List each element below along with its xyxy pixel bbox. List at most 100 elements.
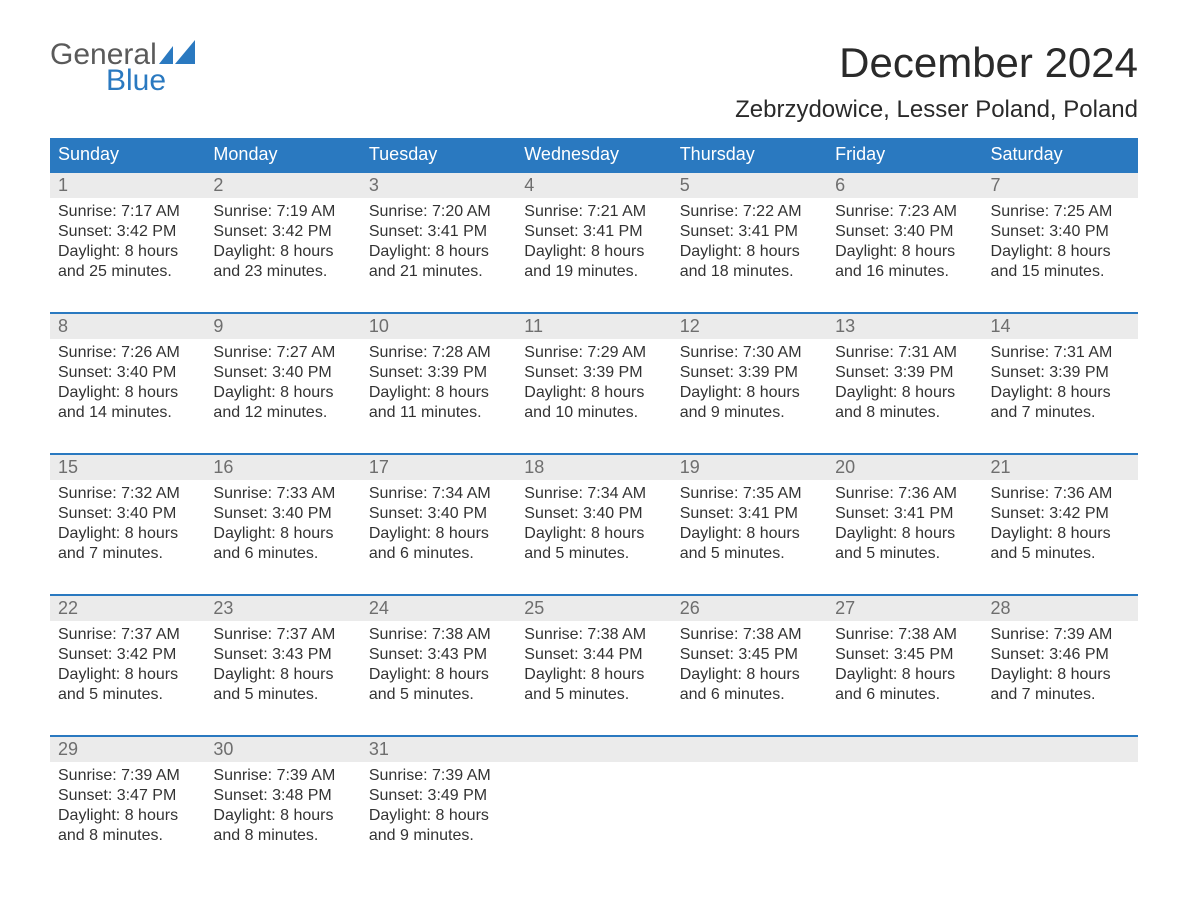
- day-number: [983, 737, 1138, 762]
- day-sunrise: Sunrise: 7:21 AM: [524, 202, 663, 222]
- day-d1: Daylight: 8 hours: [991, 242, 1130, 262]
- day-sunrise: Sunrise: 7:30 AM: [680, 343, 819, 363]
- day-sunset: Sunset: 3:42 PM: [58, 222, 197, 242]
- day-d2: and 19 minutes.: [524, 262, 663, 282]
- day-sunrise: Sunrise: 7:38 AM: [524, 625, 663, 645]
- day-number: 27: [827, 596, 982, 621]
- day-sunset: Sunset: 3:40 PM: [213, 504, 352, 524]
- day-d1: Daylight: 8 hours: [213, 242, 352, 262]
- day-cell: Sunrise: 7:20 AMSunset: 3:41 PMDaylight:…: [361, 198, 516, 294]
- day-d1: Daylight: 8 hours: [680, 665, 819, 685]
- day-number: 7: [983, 173, 1138, 198]
- day-sunrise: Sunrise: 7:38 AM: [369, 625, 508, 645]
- day-d1: Daylight: 8 hours: [524, 242, 663, 262]
- week-body-row: Sunrise: 7:32 AMSunset: 3:40 PMDaylight:…: [50, 480, 1138, 576]
- day-sunset: Sunset: 3:45 PM: [680, 645, 819, 665]
- day-d1: Daylight: 8 hours: [524, 524, 663, 544]
- title-block: December 2024 Zebrzydowice, Lesser Polan…: [735, 40, 1138, 124]
- day-d1: Daylight: 8 hours: [213, 806, 352, 826]
- day-sunset: Sunset: 3:40 PM: [835, 222, 974, 242]
- day-d2: and 25 minutes.: [58, 262, 197, 282]
- day-sunrise: Sunrise: 7:23 AM: [835, 202, 974, 222]
- day-number: 11: [516, 314, 671, 339]
- day-number: 15: [50, 455, 205, 480]
- day-sunset: Sunset: 3:41 PM: [680, 504, 819, 524]
- day-d1: Daylight: 8 hours: [213, 665, 352, 685]
- day-d1: Daylight: 8 hours: [680, 242, 819, 262]
- day-d1: Daylight: 8 hours: [835, 383, 974, 403]
- day-sunset: Sunset: 3:41 PM: [369, 222, 508, 242]
- day-sunset: Sunset: 3:42 PM: [991, 504, 1130, 524]
- day-number: 2: [205, 173, 360, 198]
- day-sunset: Sunset: 3:40 PM: [524, 504, 663, 524]
- day-cell: Sunrise: 7:22 AMSunset: 3:41 PMDaylight:…: [672, 198, 827, 294]
- dow-friday: Friday: [827, 138, 982, 173]
- day-number: 18: [516, 455, 671, 480]
- day-d1: Daylight: 8 hours: [991, 665, 1130, 685]
- day-d2: and 18 minutes.: [680, 262, 819, 282]
- day-d1: Daylight: 8 hours: [524, 665, 663, 685]
- day-d2: and 5 minutes.: [213, 685, 352, 705]
- day-sunset: Sunset: 3:40 PM: [58, 504, 197, 524]
- day-cell: Sunrise: 7:38 AMSunset: 3:45 PMDaylight:…: [827, 621, 982, 717]
- page-header: General Blue December 2024 Zebrzydowice,…: [50, 40, 1138, 124]
- day-cell: Sunrise: 7:38 AMSunset: 3:44 PMDaylight:…: [516, 621, 671, 717]
- day-d2: and 8 minutes.: [835, 403, 974, 423]
- dow-wednesday: Wednesday: [516, 138, 671, 173]
- day-number: 28: [983, 596, 1138, 621]
- day-cell: Sunrise: 7:39 AMSunset: 3:48 PMDaylight:…: [205, 762, 360, 858]
- day-cell: Sunrise: 7:32 AMSunset: 3:40 PMDaylight:…: [50, 480, 205, 576]
- day-number: [516, 737, 671, 762]
- day-sunset: Sunset: 3:39 PM: [680, 363, 819, 383]
- day-number: 23: [205, 596, 360, 621]
- day-sunrise: Sunrise: 7:31 AM: [991, 343, 1130, 363]
- day-number: 5: [672, 173, 827, 198]
- daynum-row: 1234567: [50, 173, 1138, 198]
- brand-logo: General Blue: [50, 40, 207, 96]
- week-body-row: Sunrise: 7:39 AMSunset: 3:47 PMDaylight:…: [50, 762, 1138, 858]
- day-d2: and 9 minutes.: [680, 403, 819, 423]
- day-number: 3: [361, 173, 516, 198]
- day-d1: Daylight: 8 hours: [58, 383, 197, 403]
- day-sunset: Sunset: 3:46 PM: [991, 645, 1130, 665]
- day-sunrise: Sunrise: 7:38 AM: [835, 625, 974, 645]
- day-sunrise: Sunrise: 7:32 AM: [58, 484, 197, 504]
- day-d1: Daylight: 8 hours: [369, 806, 508, 826]
- week-block: 15161718192021Sunrise: 7:32 AMSunset: 3:…: [50, 453, 1138, 576]
- day-number: 19: [672, 455, 827, 480]
- daynum-row: 891011121314: [50, 314, 1138, 339]
- day-sunset: Sunset: 3:45 PM: [835, 645, 974, 665]
- week-body-row: Sunrise: 7:26 AMSunset: 3:40 PMDaylight:…: [50, 339, 1138, 435]
- day-sunset: Sunset: 3:39 PM: [524, 363, 663, 383]
- day-sunrise: Sunrise: 7:35 AM: [680, 484, 819, 504]
- dow-sunday: Sunday: [50, 138, 205, 173]
- day-cell: Sunrise: 7:38 AMSunset: 3:43 PMDaylight:…: [361, 621, 516, 717]
- day-cell: Sunrise: 7:29 AMSunset: 3:39 PMDaylight:…: [516, 339, 671, 435]
- day-number: 20: [827, 455, 982, 480]
- day-cell: [827, 762, 982, 858]
- day-sunset: Sunset: 3:44 PM: [524, 645, 663, 665]
- day-number: 24: [361, 596, 516, 621]
- day-of-week-header: Sunday Monday Tuesday Wednesday Thursday…: [50, 138, 1138, 173]
- daynum-row: 22232425262728: [50, 596, 1138, 621]
- day-cell: Sunrise: 7:39 AMSunset: 3:46 PMDaylight:…: [983, 621, 1138, 717]
- week-block: 293031Sunrise: 7:39 AMSunset: 3:47 PMDay…: [50, 735, 1138, 858]
- day-cell: Sunrise: 7:37 AMSunset: 3:42 PMDaylight:…: [50, 621, 205, 717]
- day-sunset: Sunset: 3:40 PM: [58, 363, 197, 383]
- week-block: 22232425262728Sunrise: 7:37 AMSunset: 3:…: [50, 594, 1138, 717]
- day-d2: and 5 minutes.: [835, 544, 974, 564]
- day-sunset: Sunset: 3:40 PM: [213, 363, 352, 383]
- dow-thursday: Thursday: [672, 138, 827, 173]
- day-sunset: Sunset: 3:39 PM: [991, 363, 1130, 383]
- day-cell: Sunrise: 7:33 AMSunset: 3:40 PMDaylight:…: [205, 480, 360, 576]
- day-number: 13: [827, 314, 982, 339]
- day-d2: and 8 minutes.: [213, 826, 352, 846]
- daynum-row: 15161718192021: [50, 455, 1138, 480]
- dow-monday: Monday: [205, 138, 360, 173]
- day-d2: and 5 minutes.: [524, 544, 663, 564]
- day-sunset: Sunset: 3:47 PM: [58, 786, 197, 806]
- week-block: 891011121314Sunrise: 7:26 AMSunset: 3:40…: [50, 312, 1138, 435]
- day-cell: [672, 762, 827, 858]
- day-d2: and 5 minutes.: [524, 685, 663, 705]
- weeks-container: 1234567Sunrise: 7:17 AMSunset: 3:42 PMDa…: [50, 173, 1138, 858]
